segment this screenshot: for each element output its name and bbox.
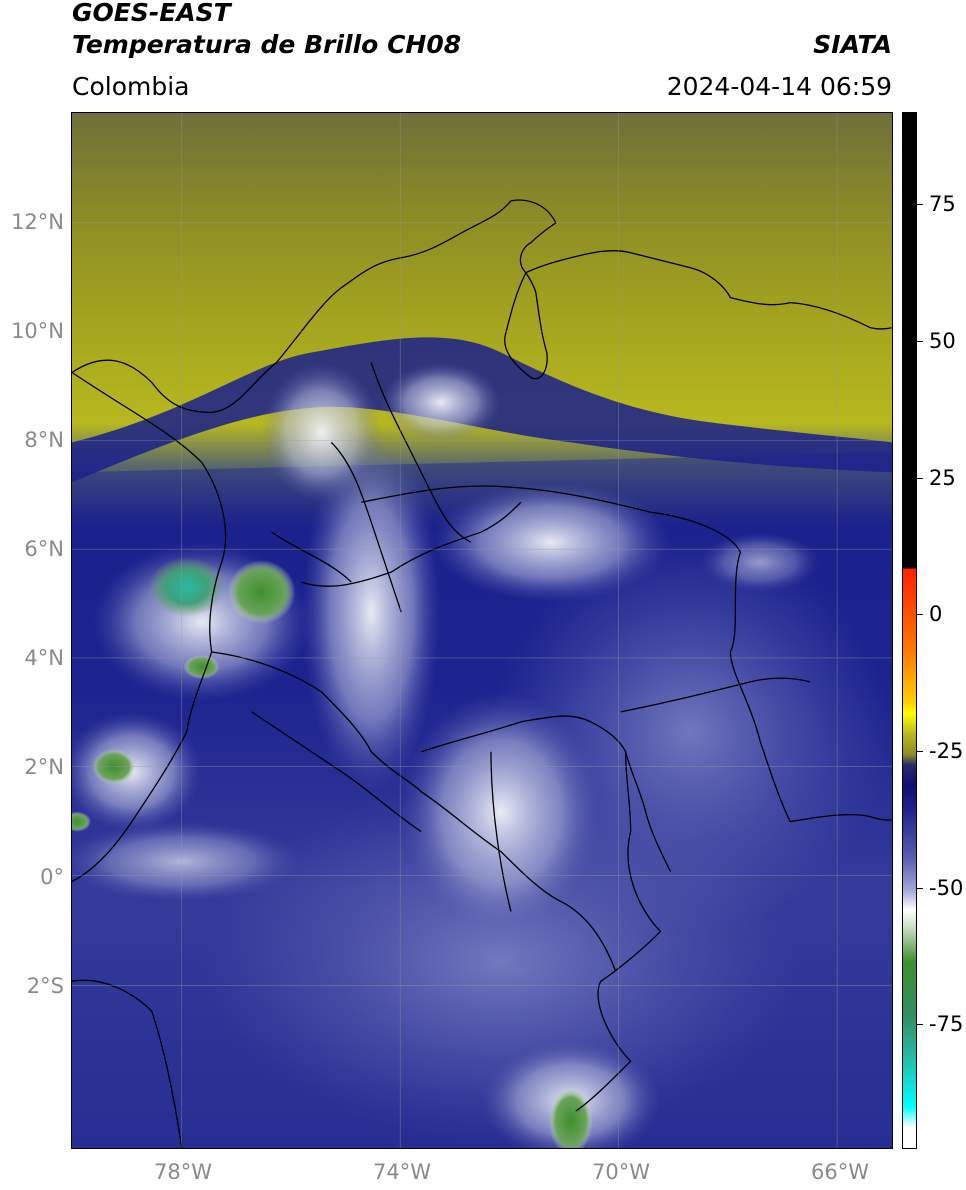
satellite-title: GOES-EAST bbox=[72, 0, 231, 27]
lon-tick-74w: 74°W bbox=[373, 1160, 431, 1184]
colorbar-tick-mark bbox=[917, 341, 923, 342]
cloud-layer bbox=[72, 337, 892, 1148]
lat-tick-12n: 12°N bbox=[11, 210, 64, 234]
lat-tick-8n: 8°N bbox=[24, 428, 64, 452]
colorbar-label-75: 75 bbox=[929, 192, 956, 216]
graticule bbox=[72, 113, 892, 1148]
colorbar-tick-mark bbox=[917, 751, 923, 752]
lat-tick-4n: 4°N bbox=[24, 646, 64, 670]
lon-tick-66w: 66°W bbox=[811, 1160, 869, 1184]
lat-tick-0: 0° bbox=[40, 865, 64, 889]
colorbar-tick-mark bbox=[917, 478, 923, 479]
map-canvas bbox=[72, 113, 892, 1148]
lat-tick-2n: 2°N bbox=[24, 755, 64, 779]
colorbar-tick-mark bbox=[917, 614, 923, 615]
colorbar-label-neg75: -75 bbox=[929, 1012, 964, 1036]
lon-tick-70w: 70°W bbox=[592, 1160, 650, 1184]
lat-tick-6n: 6°N bbox=[24, 537, 64, 561]
colorbar-tick-mark bbox=[917, 204, 923, 205]
colorbar-tick-mark bbox=[917, 888, 923, 889]
organization-label: SIATA bbox=[813, 30, 892, 59]
satellite-map[interactable] bbox=[71, 112, 893, 1149]
lon-tick-78w: 78°W bbox=[154, 1160, 212, 1184]
lat-tick-10n: 10°N bbox=[11, 319, 64, 343]
colorbar-tick-mark bbox=[917, 1024, 923, 1025]
colorbar-label-50: 50 bbox=[929, 329, 956, 353]
colorbar-label-0: 0 bbox=[929, 602, 943, 626]
product-title: Temperatura de Brillo CH08 bbox=[72, 30, 462, 59]
region-label: Colombia bbox=[72, 72, 190, 101]
cold-cloud-tops bbox=[72, 557, 593, 1148]
lat-tick-2s: 2°S bbox=[26, 974, 64, 998]
temperature-colorbar bbox=[902, 112, 917, 1149]
colorbar-label-25: 25 bbox=[929, 466, 956, 490]
datetime-label: 2024-04-14 06:59 bbox=[666, 72, 892, 101]
coastlines-borders bbox=[72, 199, 892, 1148]
colorbar-label-neg25: -25 bbox=[929, 739, 964, 763]
colorbar-label-neg50: -50 bbox=[929, 876, 964, 900]
